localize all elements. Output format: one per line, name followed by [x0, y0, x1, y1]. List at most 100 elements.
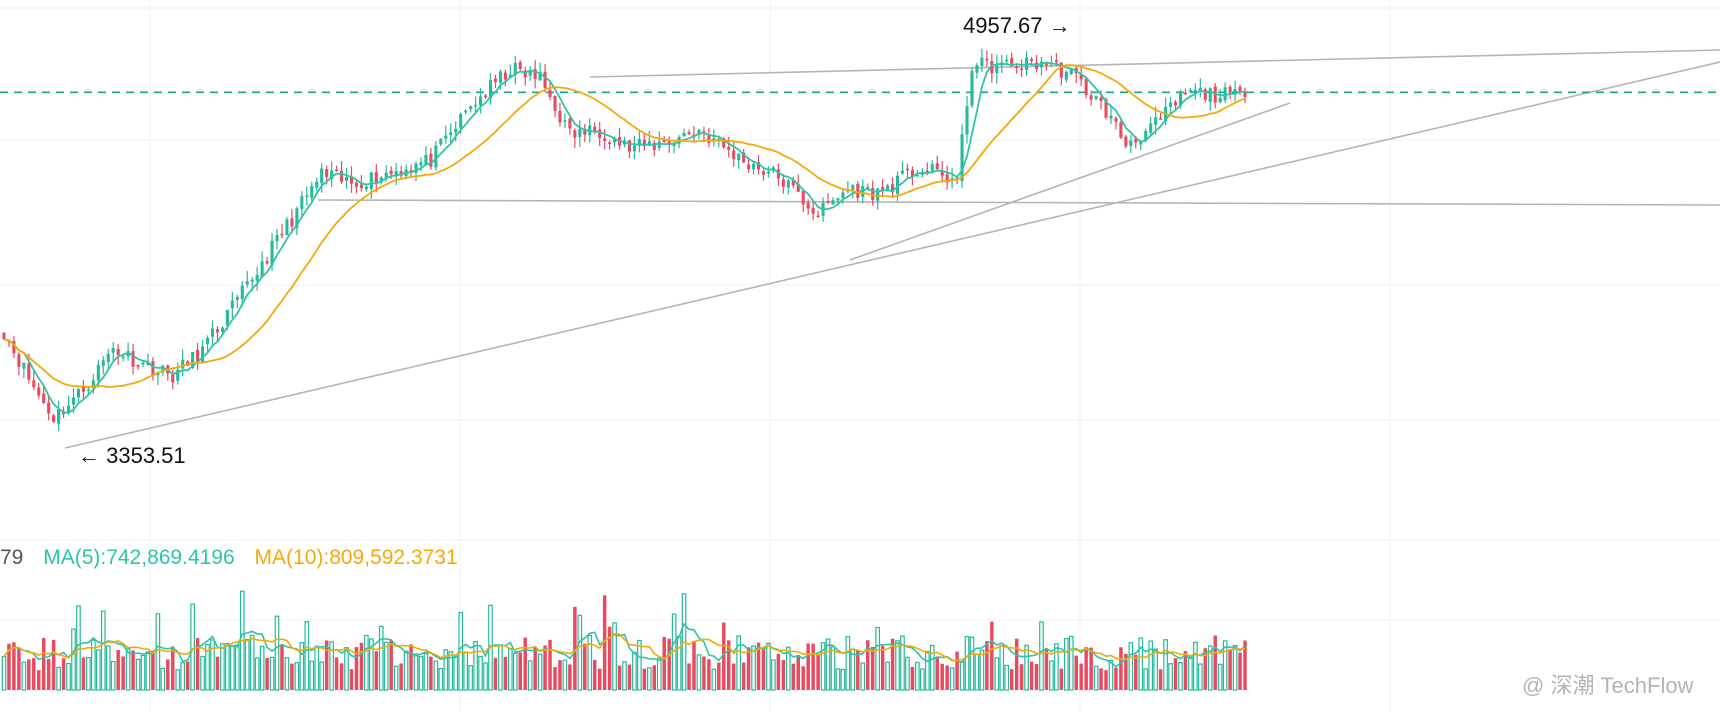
candle-body — [310, 186, 314, 198]
volume-bar — [746, 647, 751, 690]
volume-bar — [259, 645, 265, 691]
volume-bar — [299, 642, 305, 691]
volume-bar — [334, 657, 339, 690]
volume-bar — [1168, 663, 1173, 691]
candle — [66, 395, 71, 415]
candle-body — [439, 138, 443, 145]
candle — [985, 50, 989, 67]
volume-bar — [344, 647, 349, 691]
volume-bar — [155, 613, 161, 691]
volume-legend-prefix: 79 — [0, 546, 23, 569]
candle-body — [141, 362, 145, 365]
volume-bar — [637, 639, 642, 691]
candle — [136, 364, 140, 370]
candle-body — [349, 176, 354, 184]
candle-body — [225, 310, 229, 326]
candle-body — [1169, 102, 1173, 107]
candle — [235, 294, 239, 309]
volume-bar — [443, 649, 449, 691]
candle-body — [647, 141, 651, 146]
candle — [379, 176, 383, 185]
candle — [369, 171, 373, 199]
volume-bar — [433, 660, 439, 691]
volume-bar — [558, 660, 562, 690]
candle — [945, 165, 949, 190]
candle — [1203, 87, 1207, 103]
candle-body — [1129, 140, 1133, 147]
candle-body — [598, 129, 602, 139]
candle — [22, 362, 26, 379]
volume-bar — [1059, 668, 1064, 690]
volume-bar — [314, 645, 320, 691]
volume-bar — [537, 653, 543, 691]
candle-body — [374, 172, 378, 183]
volume-bar — [731, 663, 736, 690]
volume-bar — [1238, 652, 1242, 690]
volume-bar — [100, 610, 106, 691]
candle-body — [1149, 123, 1153, 133]
candle — [126, 342, 130, 361]
volume-bar — [290, 663, 294, 690]
candle — [394, 163, 398, 186]
candle — [891, 177, 895, 199]
candle-body — [856, 183, 860, 198]
volume-bar — [116, 649, 120, 690]
candle-body — [687, 132, 691, 135]
candle-body — [1193, 89, 1197, 92]
candle-body — [766, 171, 770, 174]
candle — [756, 155, 761, 175]
volume-bar — [453, 655, 459, 691]
volume-bar — [185, 661, 190, 690]
volume-bar — [12, 642, 16, 690]
candle — [905, 163, 909, 179]
candle — [1233, 80, 1237, 102]
candle-body — [1034, 62, 1039, 69]
candle — [493, 74, 497, 89]
volume-bar — [587, 634, 593, 691]
high-annotation: 4957.67 → — [963, 13, 1071, 38]
candle-body — [136, 365, 140, 367]
candle — [260, 251, 264, 278]
candle-body — [801, 190, 805, 205]
candle — [449, 123, 453, 143]
volume-bar — [667, 638, 671, 690]
candle — [508, 64, 512, 78]
candle — [503, 69, 507, 87]
candle — [1159, 113, 1163, 120]
candles — [2, 48, 1247, 431]
candle — [627, 139, 632, 159]
candle-body — [796, 183, 800, 192]
candle — [454, 121, 458, 142]
volume-bar — [924, 650, 930, 691]
candle — [846, 180, 850, 194]
candle — [737, 153, 741, 169]
volume-bar — [135, 658, 141, 691]
candle-body — [1203, 89, 1207, 100]
candle-body — [990, 61, 994, 74]
candle — [1243, 87, 1247, 103]
candle — [275, 228, 279, 250]
candle-body — [553, 96, 557, 111]
candle-body — [1104, 99, 1108, 118]
candle-body — [255, 275, 259, 281]
candle-body — [831, 200, 835, 205]
volume-bar — [389, 640, 393, 690]
candle-body — [841, 192, 845, 198]
candle-body — [409, 170, 413, 172]
candle-body — [905, 168, 909, 171]
volume-bar — [806, 643, 810, 690]
volume-bar — [979, 649, 985, 691]
volume-bar — [503, 656, 508, 690]
candle-body — [493, 78, 497, 82]
volume-bar — [597, 668, 602, 690]
volume-bar — [1063, 637, 1069, 691]
candle — [1084, 76, 1088, 99]
volume-bar — [244, 639, 250, 691]
candle — [1198, 78, 1202, 98]
candle — [196, 342, 200, 370]
volume-bar — [493, 657, 498, 690]
candle — [603, 129, 607, 150]
candle-body — [925, 170, 929, 173]
volume-bar — [1178, 662, 1183, 691]
